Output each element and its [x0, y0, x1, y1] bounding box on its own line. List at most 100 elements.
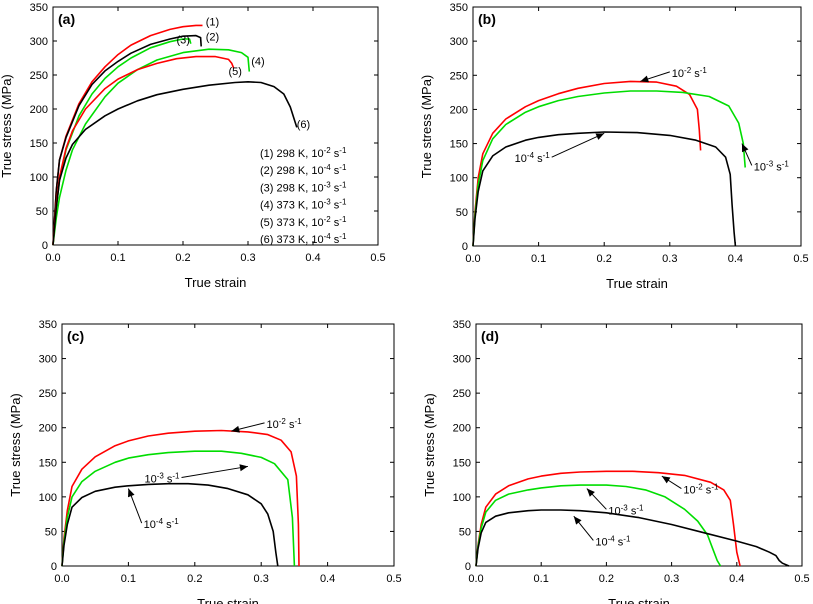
y-tick-label: 150 — [450, 139, 468, 151]
x-axis-label: True strain — [606, 276, 668, 291]
y-tick-label: 300 — [39, 354, 57, 366]
panel-label: (c) — [67, 328, 84, 344]
y-tick-label: 300 — [453, 354, 471, 366]
curve-label: (2) — [206, 31, 219, 43]
y-tick-label: 300 — [450, 36, 468, 48]
x-tick-label: 0.1 — [531, 253, 546, 265]
annotation-label: 10-4 s-1 — [144, 517, 180, 531]
x-tick-label: 0.3 — [254, 573, 269, 585]
x-tick-label: 0.0 — [465, 253, 480, 265]
y-tick-label: 250 — [450, 70, 468, 82]
x-tick-label: 0.4 — [728, 253, 743, 265]
series-line-1 — [61, 429, 300, 567]
y-tick-label: 100 — [453, 492, 471, 504]
x-tick-label: 0.3 — [240, 252, 255, 264]
legend-entry: (6) 373 K, 10-4 s-1 — [260, 232, 347, 246]
legend-entry: (3) 298 K, 10-3 s-1 — [260, 180, 347, 194]
series-line-2 — [61, 450, 296, 567]
series-line-5 — [52, 55, 235, 246]
legend-entry: (5) 373 K, 10-2 s-1 — [260, 215, 347, 229]
x-tick-label: 0.2 — [175, 252, 190, 264]
x-axis-label: True strain — [185, 275, 247, 290]
y-tick-label: 250 — [39, 388, 57, 400]
annotation-label: 10-4 s-1 — [515, 151, 551, 165]
series-line-3 — [472, 131, 737, 247]
x-tick-label: 0.2 — [597, 253, 612, 265]
series-line-2 — [475, 484, 722, 567]
y-axis-label: True stress (MPa) — [422, 393, 437, 497]
annotation-arrowhead — [595, 133, 605, 140]
y-tick-label: 100 — [450, 173, 468, 185]
series-line-1 — [475, 470, 741, 567]
y-tick-label: 50 — [36, 206, 48, 218]
annotation-label: 10-3 s-1 — [754, 159, 790, 173]
legend: (1) 298 K, 10-2 s-1 (2) 298 K, 10-4 s-1 (3… — [260, 146, 347, 246]
y-tick-label: 150 — [39, 457, 57, 469]
plot-frame — [472, 6, 802, 247]
curve-label: (3) — [177, 35, 190, 47]
annotation-arrowhead — [586, 488, 595, 497]
plot-frame — [52, 6, 379, 246]
x-tick-label: 0.2 — [599, 573, 614, 585]
x-tick-label: 0.5 — [370, 252, 385, 264]
y-tick-label: 350 — [30, 2, 48, 14]
y-tick-label: 300 — [30, 36, 48, 48]
annotation-label: 10-3 s-1 — [144, 471, 180, 485]
plot-frame — [61, 323, 395, 567]
panel-label: (d) — [481, 328, 499, 344]
legend-entry: (4) 373 K, 10-3 s-1 — [260, 198, 347, 212]
y-tick-label: 50 — [459, 526, 471, 538]
x-tick-label: 0.2 — [187, 573, 202, 585]
annotation-arrowhead — [661, 476, 671, 484]
curve-label: (6) — [297, 119, 310, 131]
x-tick-label: 0.4 — [305, 252, 320, 264]
y-axis-label: True stress (MPa) — [419, 75, 434, 179]
annotation-label: 10-3 s-1 — [608, 503, 644, 517]
y-tick-label: 100 — [30, 172, 48, 184]
y-axis-label: True stress (MPa) — [8, 393, 23, 497]
curve-label: (4) — [251, 56, 264, 68]
annotation-label: 10-2 s-1 — [267, 417, 303, 431]
y-tick-label: 200 — [450, 104, 468, 116]
x-tick-label: 0.4 — [729, 573, 744, 585]
annotation-arrowhead — [573, 516, 582, 525]
chart-panel-2: 0.0 0.1 0.2 0.3 0.4 0.5 0 50 100 150 200 250 300 350 T… — [419, 2, 809, 291]
annotation-arrowhead — [640, 75, 649, 83]
series-line-3 — [475, 509, 790, 567]
series-line-6 — [52, 81, 298, 246]
x-tick-label: 0.0 — [468, 573, 483, 585]
y-tick-label: 350 — [453, 319, 471, 331]
legend-entry: (1) 298 K, 10-2 s-1 — [260, 146, 347, 160]
x-tick-label: 0.1 — [534, 573, 549, 585]
y-tick-label: 150 — [30, 138, 48, 150]
y-tick-label: 0 — [462, 241, 468, 253]
y-tick-label: 50 — [456, 207, 468, 219]
y-tick-label: 250 — [453, 388, 471, 400]
y-tick-label: 150 — [453, 457, 471, 469]
y-tick-label: 250 — [30, 70, 48, 82]
series-line-1 — [472, 80, 702, 247]
chart-panel-3: 0.0 0.1 0.2 0.3 0.4 0.5 0 50 100 150 200 250 300 350 T… — [8, 319, 402, 604]
panel-label: (a) — [58, 11, 75, 27]
x-tick-label: 0.0 — [54, 573, 69, 585]
annotation-arrowhead — [239, 464, 248, 472]
curve-label: (5) — [229, 66, 242, 78]
y-tick-label: 100 — [39, 492, 57, 504]
x-tick-label: 0.3 — [664, 573, 679, 585]
x-tick-label: 0.5 — [793, 253, 808, 265]
x-axis-label: True strain — [608, 596, 670, 604]
y-tick-label: 200 — [453, 423, 471, 435]
x-tick-label: 0.1 — [110, 252, 125, 264]
annotation-arrowhead — [231, 425, 240, 433]
legend-entry: (2) 298 K, 10-4 s-1 — [260, 163, 347, 177]
x-axis-label: True strain — [197, 596, 259, 604]
chart-panel-1: 0.0 0.1 0.2 0.3 0.4 0.5 0 50 100 150 200 250 300 350 T… — [0, 2, 386, 290]
series-line-4 — [52, 48, 251, 246]
y-tick-label: 0 — [465, 561, 471, 573]
x-tick-label: 0.5 — [794, 573, 809, 585]
x-tick-label: 0.0 — [45, 252, 60, 264]
y-tick-label: 350 — [39, 319, 57, 331]
annotation-label: 10-4 s-1 — [595, 534, 631, 548]
series-line-2 — [52, 34, 202, 246]
